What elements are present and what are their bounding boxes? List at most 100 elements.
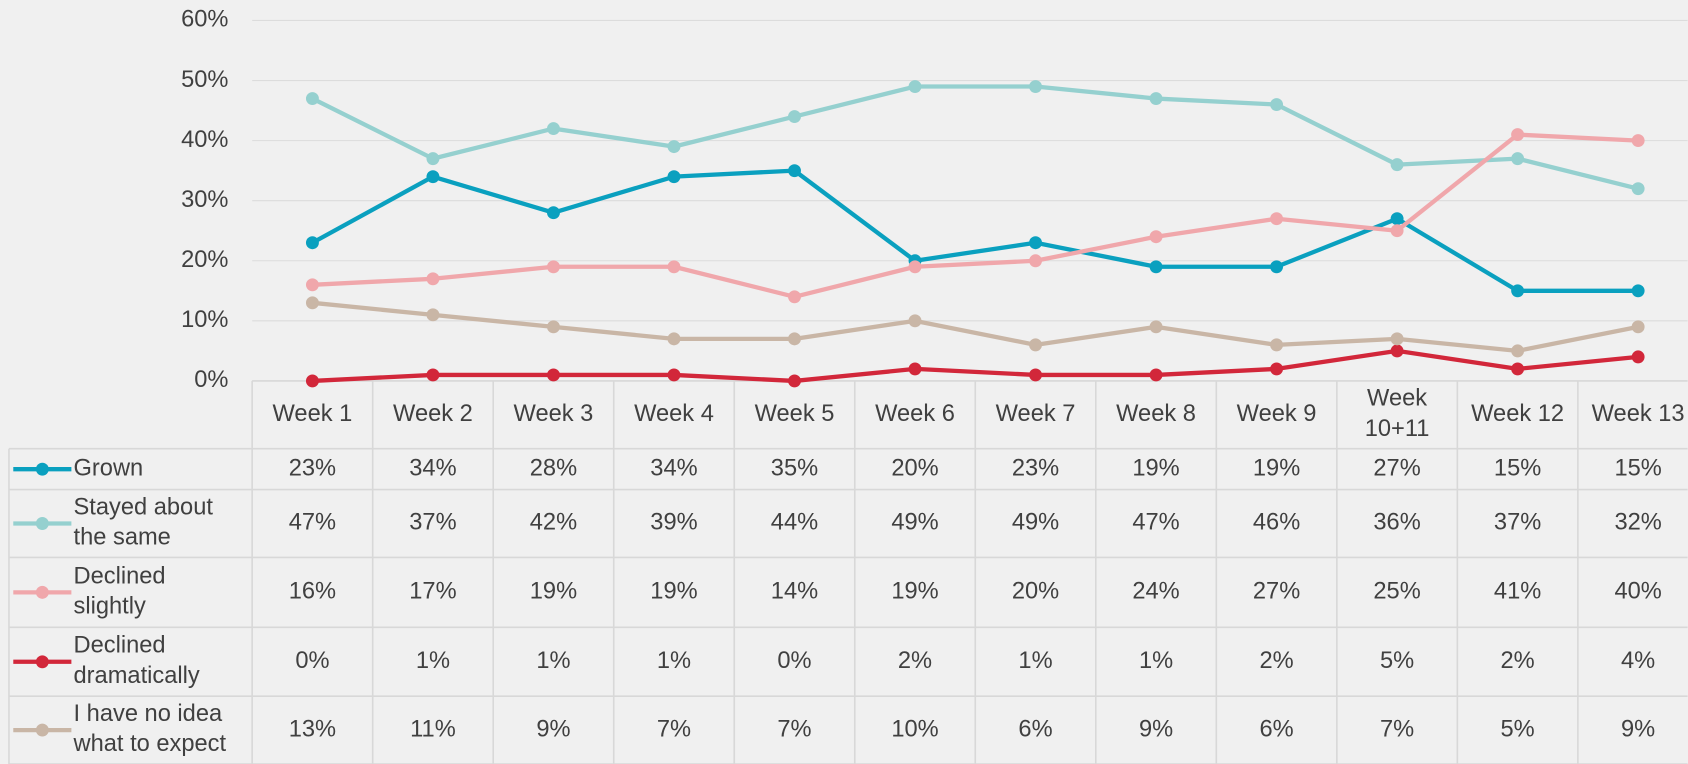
data-point [667,140,681,154]
data-point [305,278,319,292]
table-value: 13% [289,716,336,742]
data-point [426,170,440,184]
table-value: 2% [1259,648,1293,674]
data-point [1511,362,1525,376]
table-value: 24% [1132,579,1179,605]
data-point [426,272,440,286]
data-point [426,308,440,322]
table-value: 47% [289,510,336,536]
table-value: 49% [1012,510,1059,536]
data-point [667,260,681,274]
table-value: 47% [1132,510,1179,536]
x-tick-label: Week 8 [1116,401,1196,427]
table-value: 9% [536,716,570,742]
table-value: 20% [1012,579,1059,605]
data-point [547,320,560,334]
data-point [908,314,922,328]
data-point [1511,344,1525,358]
table-value: 19% [530,579,577,605]
legend-marker [35,723,49,737]
x-tick-label: Week 7 [996,401,1076,427]
series-line [312,348,1639,384]
table-value: 19% [1253,455,1300,481]
data-point [788,332,801,346]
data-point [788,374,801,388]
table-value: 7% [657,716,691,742]
data-point [1270,212,1284,226]
table-value: 42% [530,510,577,536]
data-point [1390,224,1404,238]
data-point [908,362,922,376]
table-value: 10% [891,716,938,742]
table-value: 1% [1139,648,1173,674]
table-value: 14% [771,579,818,605]
data-point [667,332,681,346]
table-value: 9% [1621,716,1655,742]
data-point [1390,158,1404,172]
table-value: 1% [657,648,691,674]
data-point [305,296,319,310]
x-tick-label: Week 5 [755,401,835,427]
table-value: 7% [777,716,811,742]
x-tick-label: Week 1 [273,401,353,427]
data-point [1270,338,1284,352]
data-point [547,206,560,220]
table-value: 1% [1018,648,1052,674]
y-tick-label: 0% [194,367,228,393]
table-value: 36% [1373,510,1420,536]
data-point [908,260,922,274]
data-point [305,374,319,388]
x-tick-label: Week 13 [1592,401,1685,427]
table-value: 35% [771,455,818,481]
legend-marker [35,517,49,530]
y-tick-label: 10% [181,307,228,333]
table-value: 23% [1012,455,1059,481]
table-value: 44% [771,510,818,536]
x-tick-label: Week 10+11 [1365,386,1430,442]
data-point [1149,92,1163,106]
table-value: 28% [530,455,577,481]
data-point [667,170,681,184]
data-point [1149,230,1163,244]
data-point [788,110,801,124]
table-value: 20% [891,455,938,481]
data-point [788,290,801,304]
table-value: 15% [1494,455,1541,481]
table-value: 6% [1259,716,1293,742]
table-value: 39% [650,510,697,536]
table-value: 5% [1501,716,1535,742]
y-tick-label: 40% [181,127,228,153]
data-point [1029,254,1042,268]
table-value: 46% [1253,510,1300,536]
series-line [312,132,1639,299]
legend-label: Declined slightly [74,564,166,620]
series-line [311,84,1639,191]
table-value: 11% [410,716,456,742]
table-value: 27% [1373,455,1420,481]
data-point [1029,338,1042,352]
data-point [667,368,681,382]
data-point [1390,332,1404,346]
data-point [1631,284,1645,298]
x-tick-label: Week 2 [393,401,473,427]
series-line [311,168,1639,293]
table-value: 9% [1139,716,1173,742]
data-point [1631,134,1645,148]
table-value: 2% [1501,648,1535,674]
table-value: 6% [1018,716,1052,742]
series-line [312,300,1639,354]
data-point [788,164,801,178]
y-tick-label: 30% [181,187,228,213]
data-point [1511,284,1525,298]
table-value: 19% [1132,455,1179,481]
table-value: 5% [1380,648,1414,674]
table-value: 16% [289,579,336,605]
table-value: 1% [416,648,450,674]
data-point [1631,182,1645,196]
data-point [426,368,440,382]
data-point [1029,236,1042,250]
data-point [547,260,560,274]
table-value: 0% [295,648,329,674]
